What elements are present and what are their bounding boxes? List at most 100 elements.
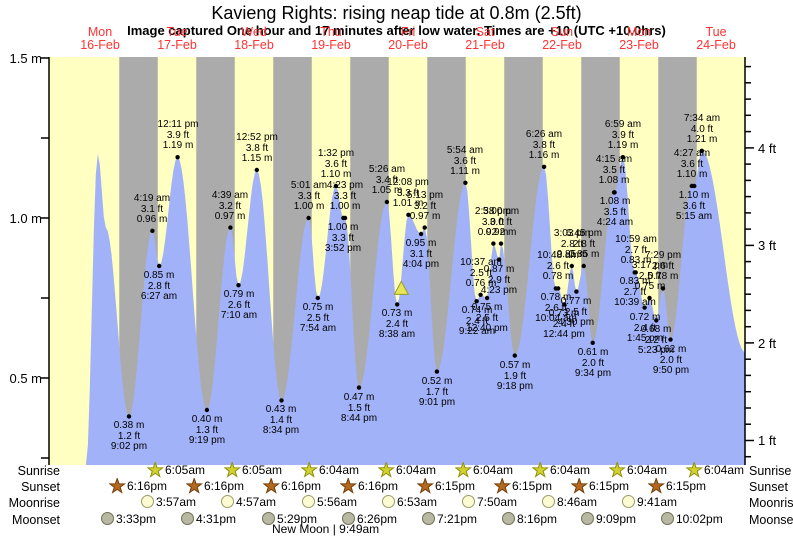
sunset-marker: 6:15pm — [417, 478, 475, 494]
moonrise-marker: 9:41am — [621, 494, 677, 509]
tide-extreme-dot — [306, 215, 311, 221]
tide-annotation-high: 2:38 pm 3.0 ft 0.92 m — [474, 206, 512, 238]
tide-extreme-dot — [612, 190, 617, 195]
tide-annotation-low: 0.78 m 2.6 ft 10:04 am — [535, 292, 577, 324]
sunrise-marker: 6:04am — [532, 462, 590, 478]
sunset-marker: 6:16pm — [186, 478, 244, 494]
sunset-marker: 6:16pm — [263, 478, 321, 494]
tide-annotation-low: 0.77 m 2.5 ft 4:30 pm — [557, 296, 595, 328]
tide-annotation-high: 7:29 pm 2.6 ft 0.78 m — [644, 250, 682, 282]
moonset-time: 10:02pm — [676, 511, 723, 526]
moonrise-time: 9:41am — [637, 494, 678, 509]
tide-annotation-high: 10:59 am 2.7 ft 0.83 m — [615, 234, 657, 266]
moonset-time: 5:29pm — [277, 511, 318, 526]
almanac-row-label-left-sunset: Sunset — [21, 480, 60, 494]
star-icon — [378, 462, 395, 478]
sunrise-time: 6:04am — [550, 463, 591, 477]
moon-circle-icon — [101, 512, 114, 525]
star-icon — [417, 478, 434, 494]
tide-annotation-low: 0.62 m 2.0 ft 9:50 pm — [652, 344, 690, 376]
tide-annotation-low: 0.85 m 2.8 ft 6:27 am — [140, 270, 178, 302]
sunrise-marker: 6:05am — [224, 462, 282, 478]
tide-annotation-low: 0.38 m 1.2 ft 9:02 pm — [110, 420, 148, 452]
moon-circle-icon — [581, 512, 594, 525]
sunset-time: 6:15pm — [435, 479, 476, 493]
tide-extreme-dot — [496, 257, 502, 262]
moonrise-marker: 7:50am — [461, 494, 517, 509]
day-label: Mon 23-Feb — [619, 25, 659, 52]
tide-annotation-high: 6:59 am 3.9 ft 1.19 m — [604, 119, 642, 151]
moonset-marker: 4:31pm — [180, 511, 236, 526]
sunset-time: 6:16pm — [127, 479, 168, 493]
right-axis-tick-label: 3 ft — [758, 238, 777, 253]
capture-time-marker-icon — [393, 280, 410, 295]
right-axis-tick-label: 4 ft — [758, 141, 777, 156]
page-title: Kavieng Rights: rising neap tide at 0.8m… — [211, 3, 582, 23]
tide-extreme-dot — [541, 164, 547, 169]
sunrise-marker: 6:04am — [686, 462, 744, 478]
moon-circle-icon — [542, 495, 555, 508]
tide-extreme-dot — [406, 212, 411, 217]
moonrise-time: 7:50am — [477, 494, 518, 509]
moonrise-time: 4:57am — [236, 494, 277, 509]
sunrise-time: 6:04am — [319, 463, 360, 477]
tide-extreme-dot — [422, 225, 427, 230]
tide-extreme-dot — [236, 283, 241, 288]
right-axis-tick-label: 2 ft — [758, 336, 777, 351]
moonrise-time: 6:53am — [397, 494, 438, 509]
star-icon — [648, 478, 665, 494]
moonrise-time: 5:56am — [317, 494, 358, 509]
left-axis-tick-label: 1.0 m — [9, 211, 42, 226]
left-axis-tick-label: 1.5 m — [9, 51, 42, 66]
moon-circle-icon — [221, 495, 234, 508]
sunrise-marker: 6:04am — [455, 462, 513, 478]
moonrise-marker: 4:57am — [220, 494, 276, 509]
star-icon — [494, 478, 511, 494]
star-icon — [109, 478, 126, 494]
almanac-row-label-right-moonrise: Moonrise — [749, 496, 793, 510]
sunset-marker: 6:16pm — [109, 478, 167, 494]
tide-annotation-high: 5:13 pm 3.2 ft 0.97 m — [406, 190, 444, 222]
moonset-time: 8:16pm — [517, 511, 558, 526]
tide-extreme-dot — [660, 286, 666, 291]
sunrise-marker: 6:04am — [378, 462, 436, 478]
sunrise-marker: 6:05am — [147, 462, 205, 478]
tide-annotation-high: 4:23 pm 3.3 ft 1.00 m — [326, 180, 364, 212]
day-label: Wed 18-Feb — [234, 25, 274, 52]
tide-extreme-dot — [642, 305, 647, 310]
sunset-time: 6:16pm — [281, 479, 322, 493]
tide-extreme-dot — [157, 263, 162, 269]
moonrise-time: 8:46am — [557, 494, 598, 509]
moon-circle-icon — [342, 512, 355, 525]
tide-annotation-low: 0.47 m 1.5 ft 8:44 pm — [340, 392, 378, 424]
moon-circle-icon — [661, 512, 674, 525]
tide-extreme-dot — [384, 199, 390, 205]
day-label: Thu 19-Feb — [311, 25, 351, 52]
sunset-time: 6:15pm — [512, 479, 553, 493]
tide-annotation-low: 0.83 m 2.7 ft 10:39 am — [614, 276, 656, 308]
tide-extreme-dot — [175, 155, 180, 160]
sunset-marker: 6:15pm — [494, 478, 552, 494]
star-icon — [340, 478, 357, 494]
moonset-time: 6:26pm — [357, 511, 398, 526]
tide-extreme-dot — [512, 353, 517, 358]
moon-circle-icon — [262, 512, 275, 525]
tide-extreme-dot — [590, 340, 595, 345]
tide-extreme-dot — [395, 302, 400, 307]
tide-extreme-dot — [204, 407, 210, 413]
tide-annotation-high: 4:15 am 3.5 ft 1.08 m — [595, 154, 633, 186]
tide-annotation-low: 0.61 m 2.0 ft 9:34 pm — [574, 347, 612, 379]
tide-annotation-low: 0.75 m 2.5 ft 7:54 am — [299, 302, 337, 334]
star-icon — [147, 462, 164, 478]
tide-water-area — [85, 150, 746, 466]
tide-extreme-dot — [356, 385, 362, 390]
right-axis-tick-label: 1 ft — [758, 433, 777, 448]
tide-annotation-low: 0.52 m 1.7 ft 9:01 pm — [418, 376, 456, 408]
almanac-row-label-left-sunrise: Sunrise — [17, 464, 60, 478]
tide-extreme-dot — [279, 398, 284, 403]
sunset-time: 6:16pm — [358, 479, 399, 493]
moonset-marker: 7:21pm — [421, 511, 477, 526]
star-icon — [532, 462, 549, 478]
sunrise-time: 6:04am — [396, 463, 437, 477]
